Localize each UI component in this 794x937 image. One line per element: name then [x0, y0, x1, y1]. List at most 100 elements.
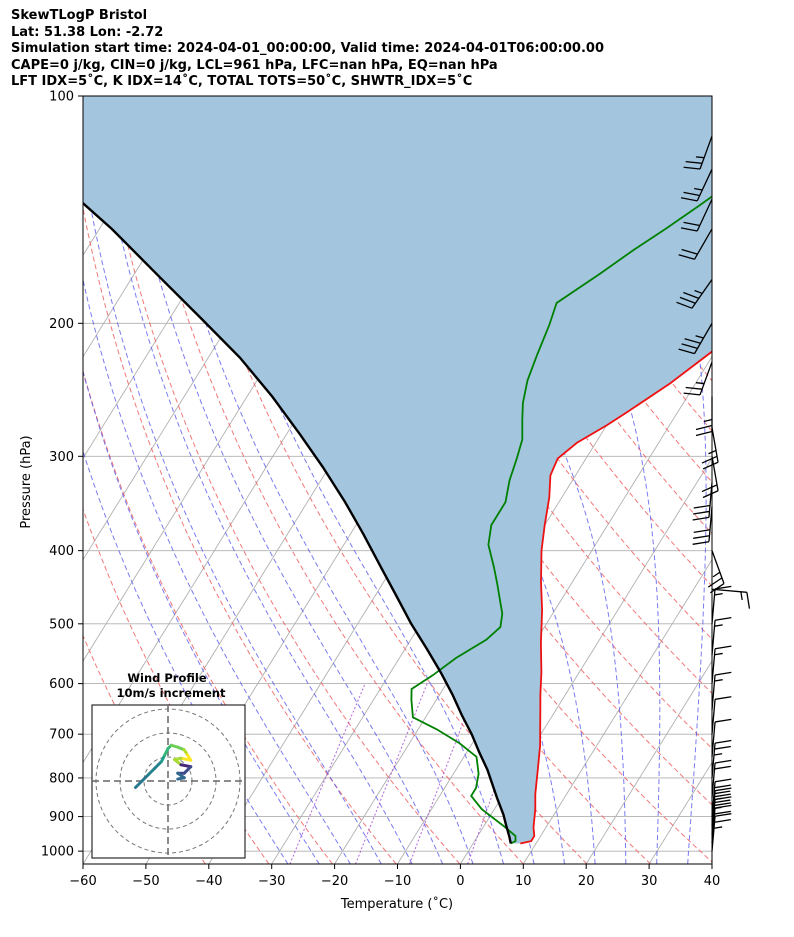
dry-adiabat-line — [488, 96, 712, 432]
dry-adiabat-line — [717, 96, 794, 864]
y-tick-label: 800 — [49, 771, 74, 786]
temperature-line — [520, 350, 712, 845]
wind-barb — [680, 198, 713, 232]
wind-barb — [707, 550, 725, 594]
isotherm-line — [711, 863, 712, 864]
wind-barb-flag — [714, 793, 731, 798]
wind-barb-flag — [683, 291, 700, 299]
x-tick-label: 20 — [578, 874, 595, 889]
wind-barb-half-flag — [714, 652, 723, 656]
y-tick-label: 900 — [49, 810, 74, 825]
hodograph-segment — [134, 779, 144, 789]
wind-barb — [711, 759, 732, 798]
mixing-ratio-line — [467, 683, 534, 864]
y-tick-label: 700 — [49, 728, 74, 743]
moist-adiabat-line — [83, 277, 351, 864]
wind-barb — [678, 322, 713, 355]
wind-barb-flag — [701, 484, 718, 493]
isotherm-line — [460, 457, 712, 864]
x-axis-label: Temperature (˚C) — [340, 896, 453, 912]
wind-barb-flag — [684, 338, 701, 344]
y-tick-label: 100 — [49, 90, 74, 105]
hodograph — [92, 705, 245, 858]
y-axis-ticks: 100 200 300 400 500 600 700 800 900 1000 — [41, 90, 83, 860]
mixing-ratio-line — [289, 683, 366, 864]
wind-barb-half-flag — [694, 289, 703, 295]
moist-adiabat-line — [95, 96, 413, 864]
isotherm-line — [83, 96, 371, 561]
wind-barb — [676, 279, 713, 309]
wind-barb-flag — [714, 671, 732, 676]
wind-barb-flag — [678, 254, 695, 260]
inset-title: Wind Profile — [127, 671, 207, 685]
parcel-shading — [83, 96, 712, 844]
wind-barb-flag — [714, 787, 732, 792]
wind-barb-half-flag — [695, 335, 704, 339]
wind-barb-flag — [714, 784, 731, 789]
wind-barb-flag — [707, 577, 723, 588]
wind-barb-flag — [679, 296, 696, 304]
wind-barb — [701, 456, 719, 499]
wind-barb — [680, 168, 713, 202]
x-tick-label: −60 — [69, 874, 96, 889]
y-axis-label: Pressure (hPa) — [19, 435, 34, 528]
wind-barb-flag — [701, 455, 718, 464]
wind-barb-flag — [714, 813, 732, 817]
wind-barb-flag — [680, 197, 698, 202]
wind-barb-flag — [714, 616, 732, 621]
isotherm-line — [83, 96, 308, 460]
hodograph-segment — [182, 765, 193, 775]
dry-adiabat-line — [130, 96, 524, 864]
chart-header: SkewTLogP Bristol Lat: 51.38 Lon: -2.72 … — [11, 8, 604, 91]
x-axis-ticks: −60 −50 −40 −30 −20 −10 0 10 20 30 40 — [69, 864, 720, 889]
isotherm-line — [83, 96, 434, 663]
y-tick-label: 300 — [49, 450, 74, 465]
hodograph-segment — [153, 760, 163, 770]
wind-barb-flag — [681, 343, 698, 350]
wind-barb — [711, 671, 732, 710]
wind-barb-staff — [711, 721, 716, 757]
dry-adiabat-line — [456, 96, 712, 483]
wind-barb-half-flag — [703, 418, 713, 423]
wind-barb-flag — [714, 819, 731, 823]
moist-adiabat-line — [621, 96, 707, 864]
x-tick-label: 0 — [456, 874, 464, 889]
wind-barb — [711, 645, 732, 684]
wind-barb-half-flag — [714, 624, 723, 627]
wind-barb-flag — [683, 166, 701, 170]
hodograph-segment — [176, 776, 186, 781]
wind-barb-half-flag — [695, 156, 705, 159]
wind-barb-flag — [692, 516, 710, 521]
wind-barb-flag — [714, 585, 732, 590]
wind-barb-flag — [714, 718, 732, 723]
wind-barb-half-flag — [713, 797, 722, 801]
isotherm-line — [522, 558, 712, 864]
wind-barb-half-flag — [740, 591, 743, 601]
wind-barb-flag — [702, 461, 719, 470]
moist-adiabat-line — [146, 96, 474, 864]
wind-barb-flag — [695, 430, 713, 437]
wind-barb-flag — [693, 504, 711, 509]
dry-adiabat-line — [83, 634, 206, 864]
indices-line-2: LFT IDX=5˚C, K IDX=14˚C, TOTAL TOTS=50˚C… — [11, 74, 473, 89]
wind-barb-flag — [709, 582, 725, 594]
wind-barb-flag — [693, 535, 710, 539]
wind-barb-half-flag — [695, 382, 705, 385]
wind-barb-flag — [713, 799, 731, 804]
wind-barb-half-flag — [714, 679, 723, 682]
wind-barbs — [676, 135, 751, 852]
indices-line-1: CAPE=0 j/kg, CIN=0 j/kg, LCL=961 hPa, LF… — [11, 57, 498, 73]
wind-barb — [711, 616, 732, 656]
x-tick-label: −30 — [258, 874, 285, 889]
wind-barb — [711, 696, 732, 735]
wind-barb-flag — [683, 191, 700, 197]
wind-barb-flag — [714, 810, 731, 815]
wind-barb-flag — [714, 778, 732, 783]
wind-barb — [692, 482, 713, 521]
wind-barb-flag — [714, 765, 731, 770]
y-tick-label: 400 — [49, 544, 74, 559]
chart-title: SkewTLogP Bristol — [11, 8, 148, 23]
x-tick-label: −50 — [132, 874, 159, 889]
wind-barb-staff — [711, 699, 716, 735]
